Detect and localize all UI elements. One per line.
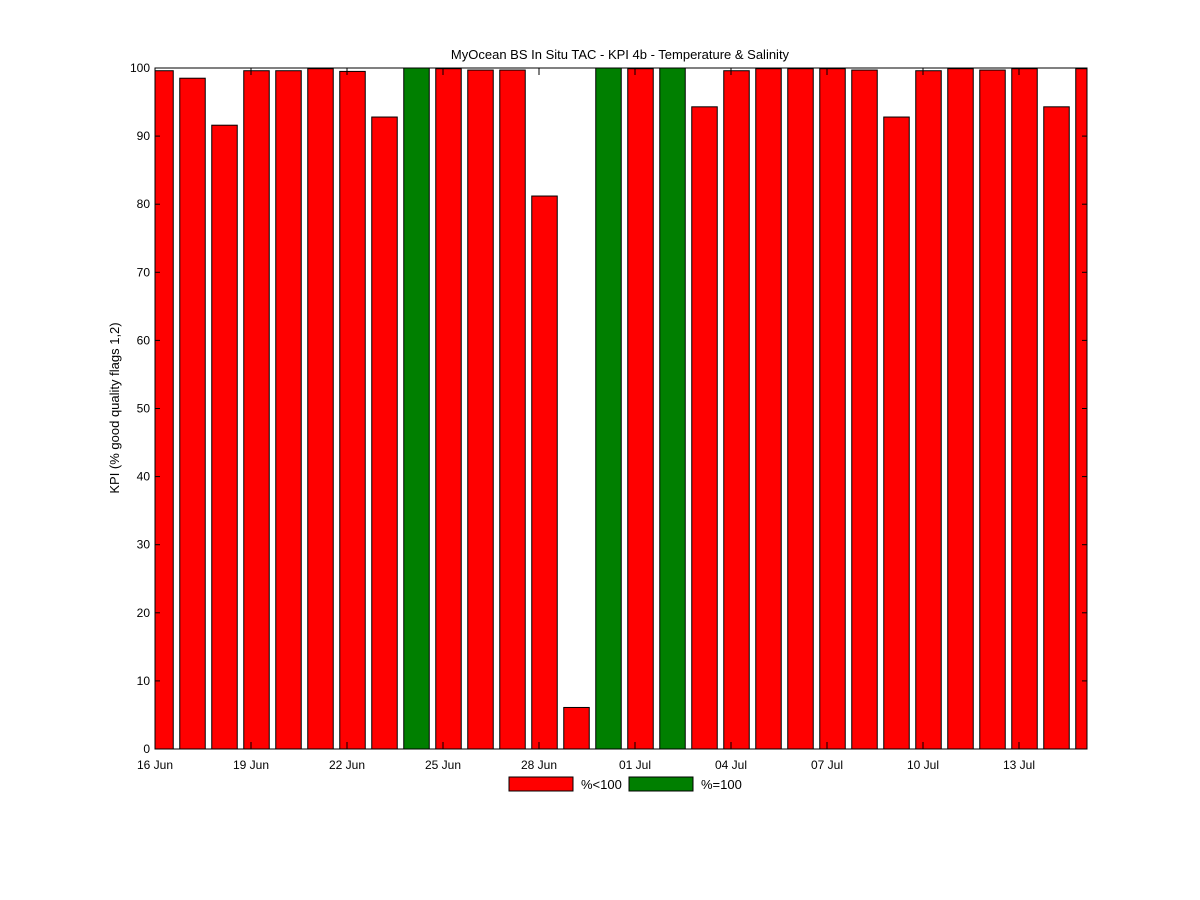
bar-19-jun (243, 70, 270, 750)
y-tick-label: 100 (130, 61, 150, 75)
bar-14-jul (1043, 106, 1070, 750)
bar-16-jun (155, 70, 174, 750)
legend-label-eq: %=100 (701, 777, 742, 792)
x-tick-label: 16 Jun (137, 758, 173, 772)
legend-swatch-lt (508, 776, 574, 792)
bar-29-jun (563, 706, 590, 750)
bar-24-jun (403, 67, 430, 750)
bar-20-jun (275, 70, 302, 750)
x-axis: 16 Jun 19 Jun 22 Jun 25 Jun 28 Jun 01 Jul 04 J… (137, 68, 1035, 772)
x-tick-label: 19 Jun (233, 758, 269, 772)
bar-22-jun (339, 70, 366, 750)
bar-25-jun (435, 68, 462, 750)
x-tick-label: 10 Jul (907, 758, 939, 772)
bar-28-jun (531, 195, 558, 750)
bar-15-jul (1075, 68, 1087, 750)
x-tick-label: 04 Jul (715, 758, 747, 772)
y-axis: 0 10 20 30 40 50 60 70 80 90 100 (130, 61, 1087, 756)
y-tick-label: 70 (137, 265, 151, 279)
bar-27-jun (499, 69, 526, 750)
x-tick-label: 25 Jun (425, 758, 461, 772)
y-tick-label: 0 (143, 742, 150, 756)
x-tick-label: 13 Jul (1003, 758, 1035, 772)
bar-07-jul (819, 68, 846, 750)
bar-02-jul (659, 67, 686, 750)
bar-03-jul (691, 106, 718, 750)
y-tick-label: 50 (137, 402, 151, 416)
bar-10-jul (915, 70, 942, 750)
bar-12-jul (979, 69, 1006, 750)
bar-05-jul (755, 68, 782, 750)
y-tick-label: 40 (137, 470, 151, 484)
y-tick-label: 10 (137, 674, 151, 688)
legend: %<100 %=100 (508, 776, 742, 792)
bar-06-jul (787, 68, 814, 750)
bar-23-jun (371, 116, 398, 750)
bar-26-jun (467, 69, 494, 750)
bar-21-jun (307, 68, 334, 750)
chart-title: MyOcean BS In Situ TAC - KPI 4b - Temper… (451, 47, 790, 62)
bar-04-jul (723, 70, 750, 750)
bar-30-jun (595, 67, 622, 750)
bar-18-jun (211, 124, 238, 750)
legend-label-lt: %<100 (581, 777, 622, 792)
bar-11-jul (947, 68, 974, 750)
x-tick-label: 28 Jun (521, 758, 557, 772)
bars-group (155, 67, 1087, 750)
y-tick-label: 20 (137, 606, 151, 620)
y-tick-label: 80 (137, 197, 151, 211)
bar-13-jul (1011, 68, 1038, 750)
bar-08-jul (851, 69, 878, 750)
y-axis-label: KPI (% good quality flags 1,2) (107, 322, 122, 493)
y-tick-label: 60 (137, 333, 151, 347)
legend-swatch-eq (628, 776, 694, 792)
y-tick-label: 30 (137, 538, 151, 552)
x-tick-label: 01 Jul (619, 758, 651, 772)
bar-09-jul (883, 116, 910, 750)
y-tick-label: 90 (137, 129, 151, 143)
bar-17-jun (179, 77, 206, 750)
x-tick-label: 07 Jul (811, 758, 843, 772)
x-tick-label: 22 Jun (329, 758, 365, 772)
bar-01-jul (627, 68, 654, 750)
